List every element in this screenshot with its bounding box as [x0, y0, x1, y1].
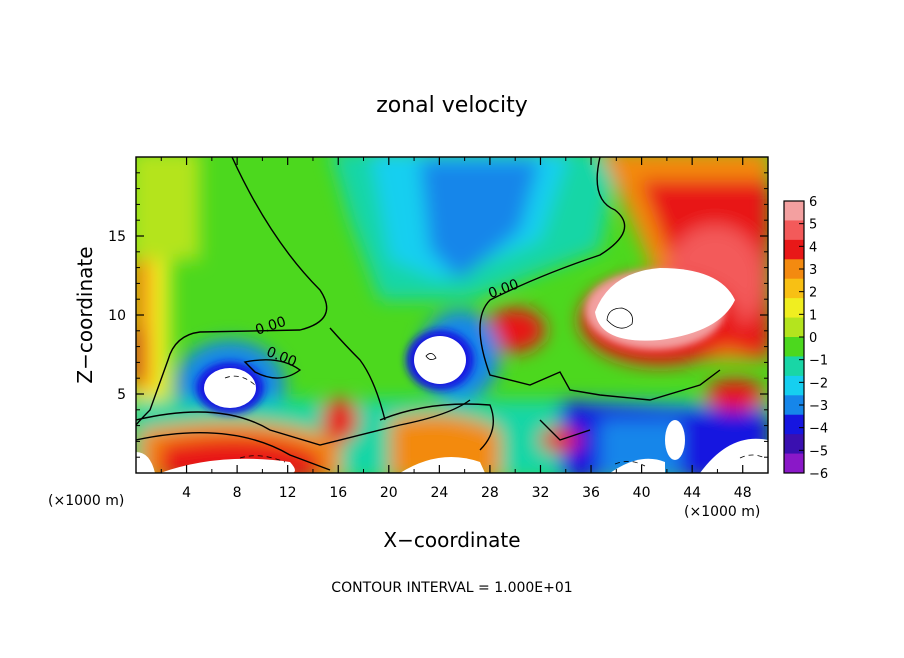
- x-tick-label: 36: [582, 485, 600, 501]
- x-tick-label: 12: [279, 485, 297, 501]
- y-axis-label: Z−coordinate: [73, 246, 97, 383]
- colorbar-label: 2: [809, 286, 817, 301]
- colorbar-label: 4: [809, 240, 817, 255]
- x-tick-label: 28: [481, 485, 499, 501]
- colorbar-swatch: [784, 298, 804, 319]
- colorbar-label: −1: [809, 354, 828, 369]
- x-tick-label: 4: [182, 485, 191, 501]
- velocity-field: [136, 157, 768, 473]
- y-tick-label: 10: [108, 308, 126, 324]
- colorbar-label: 0: [809, 331, 817, 346]
- colorbar-swatch: [784, 337, 804, 357]
- x-tick-label: 16: [329, 485, 347, 501]
- x-tick-label: 32: [532, 485, 550, 501]
- colorbar-label: −2: [809, 376, 828, 391]
- x-unit-right: (×1000 m): [684, 504, 760, 520]
- colorbar-swatch: [784, 239, 804, 260]
- x-tick-label: 40: [633, 485, 651, 501]
- colorbar-swatch: [784, 434, 804, 455]
- colorbar-swatch: [784, 317, 804, 338]
- y-tick-label: 5: [117, 387, 126, 403]
- y-tick-label: 15: [108, 229, 126, 245]
- x-axis: 4 8 12 16 20 24 28 32 36 40 44 48: [160, 157, 752, 501]
- colorbar-swatch: [784, 278, 804, 299]
- colorbar-swatch: [784, 356, 804, 377]
- x-tick-label: 8: [233, 485, 242, 501]
- colorbar-label: 3: [809, 263, 817, 278]
- colorbar-label: 1: [809, 308, 817, 323]
- colorbar-label: −6: [809, 467, 828, 482]
- colorbar-swatch: [784, 453, 804, 474]
- x-unit-left: (×1000 m): [48, 493, 124, 509]
- colorbar-label: 6: [809, 195, 817, 210]
- contour-lines-thin: [224, 307, 766, 467]
- x-axis-label: X−coordinate: [383, 528, 520, 552]
- y-axis: 5 10 15: [108, 172, 768, 458]
- x-tick-label: 48: [734, 485, 752, 501]
- x-tick-label: 24: [430, 485, 448, 501]
- chart-title: zonal velocity: [376, 93, 528, 118]
- colorbar-swatch: [784, 375, 804, 396]
- colorbar-label: −4: [809, 422, 828, 437]
- colorbar-label: −5: [809, 444, 828, 459]
- colorbar-label: −3: [809, 399, 828, 414]
- contour-lines: [136, 157, 721, 471]
- colorbar-swatch: [784, 259, 804, 280]
- contour-interval-footer: CONTOUR INTERVAL = 1.000E+01: [331, 580, 572, 596]
- colorbar-swatch: [784, 395, 804, 416]
- colorbar: 6 5 4 3 2 1 0 −1 −2 −3 −4 −5 −6: [783, 195, 828, 482]
- colorbar-swatch: [784, 220, 804, 241]
- colorbar-swatch: [784, 414, 804, 435]
- colorbar-label: 5: [809, 218, 817, 233]
- colorbar-swatch: [784, 201, 804, 221]
- x-tick-label: 44: [683, 485, 701, 501]
- x-tick-label: 20: [380, 485, 398, 501]
